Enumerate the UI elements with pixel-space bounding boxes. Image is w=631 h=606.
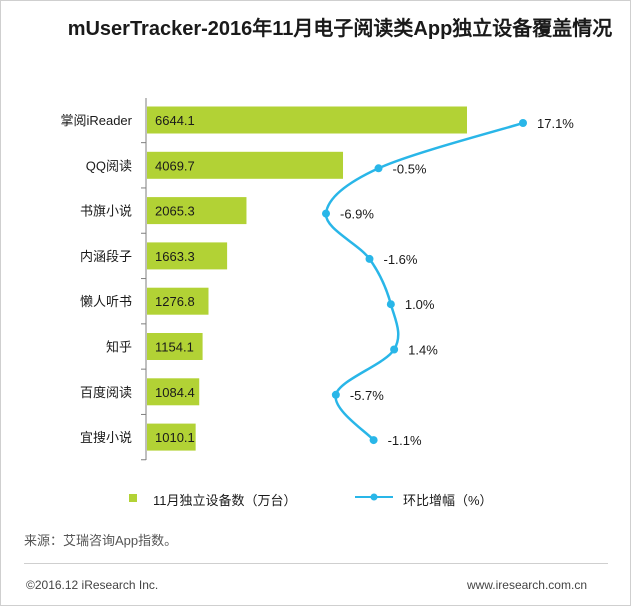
category-label: 掌阅iReader (60, 113, 132, 128)
growth-point (322, 209, 330, 218)
legend-line-label: 环比增幅（%） (403, 493, 493, 508)
growth-point (374, 164, 383, 173)
bar (147, 242, 228, 270)
growth-value-label: 1.4% (408, 343, 438, 358)
category-label: 百度阅读 (80, 385, 132, 400)
bar (147, 378, 200, 406)
growth-point (365, 254, 374, 263)
bar-value-label: 1663.3 (155, 249, 195, 264)
bar-value-label: 4069.7 (155, 158, 195, 173)
bar (147, 197, 247, 225)
website-link[interactable]: www.iresearch.com.cn (466, 578, 587, 592)
bar-value-label: 1276.8 (155, 294, 195, 309)
growth-point (386, 300, 395, 309)
bar (147, 106, 467, 134)
growth-value-label: -0.5% (393, 161, 427, 176)
legend-bar-swatch (129, 494, 137, 502)
growth-point (390, 345, 399, 354)
chart-title: mUserTracker-2016年11月电子阅读类App独立设备覆盖情况 (67, 18, 613, 40)
bar (147, 333, 203, 360)
bar (147, 423, 196, 451)
source-note: 来源：艾瑞咨询App指数。 (24, 533, 178, 548)
growth-value-label: 1.0% (405, 297, 435, 312)
legend-bar-label: 11月独立设备数（万台） (153, 493, 297, 508)
growth-value-label: -1.6% (384, 252, 418, 267)
category-label: 书旗小说 (80, 204, 132, 219)
bar (147, 287, 209, 315)
category-label: 宜搜小说 (80, 430, 132, 445)
copyright-text: ©2016.12 iResearch Inc. (26, 578, 159, 592)
growth-point (519, 119, 527, 127)
category-label: QQ阅读 (86, 158, 132, 173)
category-label: 懒人听书 (80, 294, 132, 309)
growth-point (369, 436, 378, 445)
growth-value-label: -5.7% (350, 388, 384, 403)
growth-value-label: -1.1% (388, 433, 422, 448)
bar (147, 151, 344, 179)
growth-point (331, 390, 340, 399)
bar-value-label: 1154.1 (155, 340, 194, 355)
category-label: 知乎 (106, 340, 132, 355)
category-label: 内涵段子 (80, 249, 132, 264)
bar-value-label: 1010.1 (155, 430, 195, 445)
footer-divider (24, 563, 608, 564)
bar-value-label: 1084.4 (155, 385, 195, 400)
growth-value-label: -6.9% (340, 207, 374, 222)
growth-value-label: 17.1% (537, 116, 574, 131)
growth-line (324, 121, 524, 441)
bar-value-label: 6644.1 (155, 113, 195, 128)
bar-value-label: 2065.3 (155, 204, 195, 219)
